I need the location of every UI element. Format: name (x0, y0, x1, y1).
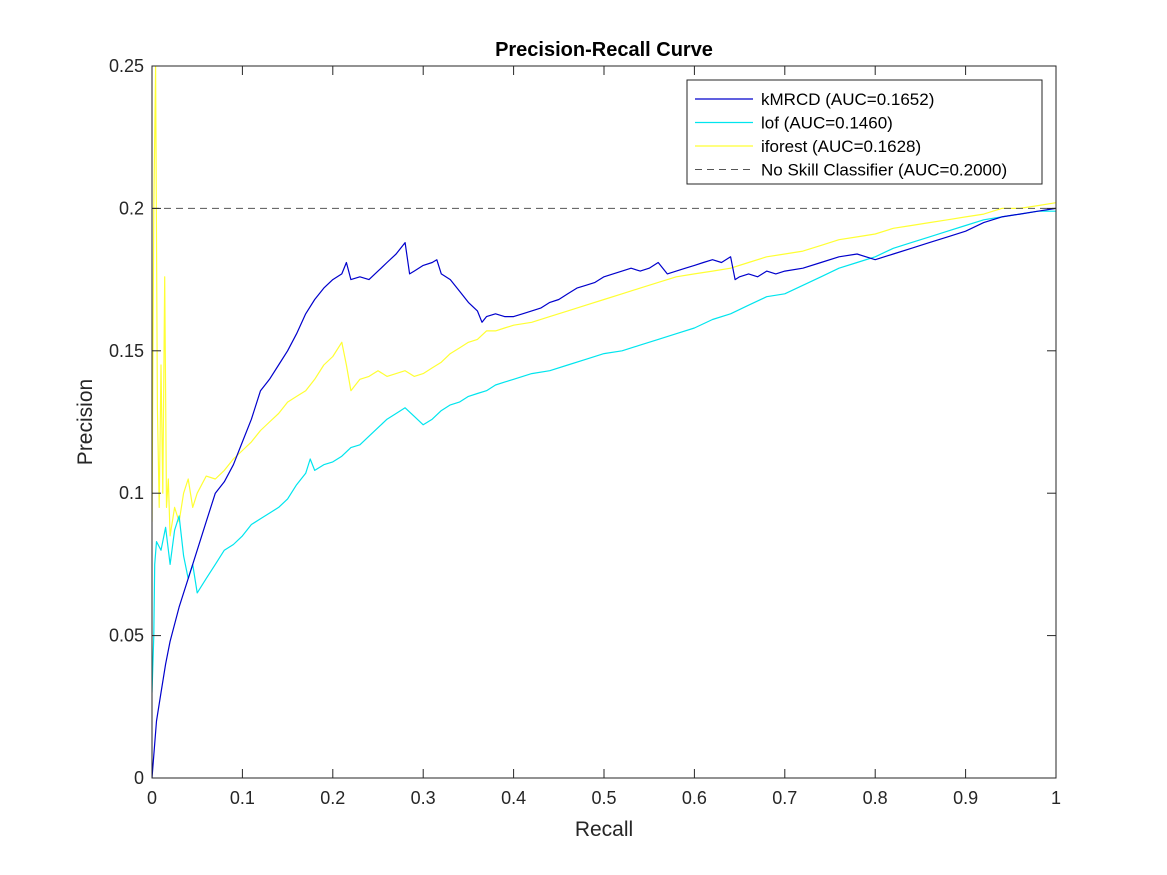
y-tick-label: 0.1 (119, 483, 144, 503)
legend-entry-label: No Skill Classifier (AUC=0.2000) (761, 161, 1007, 180)
y-tick-label: 0.15 (109, 341, 144, 361)
x-axis: 0 0.1 0.2 0.3 0.4 0.5 0.6 0.7 0.8 0.9 1 (147, 66, 1061, 808)
legend: kMRCD (AUC=0.1652) lof (AUC=0.1460) ifores… (686, 79, 1043, 185)
y-tick-label: 0.25 (109, 56, 144, 76)
y-axis-title: Precision (74, 379, 97, 465)
legend-entry-label: lof (AUC=0.1460) (761, 114, 893, 133)
legend-entry-label: kMRCD (AUC=0.1652) (761, 90, 934, 109)
series-line-2 (152, 66, 1056, 537)
x-tick-label: 0.4 (501, 788, 526, 808)
y-tick-label: 0 (134, 768, 144, 788)
legend-entry-label: iforest (AUC=0.1628) (761, 137, 921, 156)
x-tick-label: 0.2 (320, 788, 345, 808)
series-line-0 (152, 207, 1056, 778)
legend-box (686, 79, 1043, 185)
y-tick-label: 0.2 (119, 198, 144, 218)
x-axis-title: Recall (575, 818, 633, 841)
x-tick-label: 0.8 (863, 788, 888, 808)
x-tick-label: 0.7 (772, 788, 797, 808)
x-tick-label: 0.1 (230, 788, 255, 808)
chart-title: Precision-Recall Curve (495, 39, 713, 61)
x-tick-label: 0.5 (591, 788, 616, 808)
plot-area (151, 65, 1057, 779)
y-tick-label: 0.05 (109, 626, 144, 646)
x-tick-label: 0.3 (411, 788, 436, 808)
x-tick-label: 1 (1051, 788, 1061, 808)
series-layer (152, 66, 1056, 778)
series-line-1 (152, 210, 1056, 693)
y-axis: 0 0.05 0.1 0.15 0.2 0.25 (109, 56, 1056, 788)
x-tick-label: 0.6 (682, 788, 707, 808)
x-tick-label: 0.9 (953, 788, 978, 808)
x-tick-label: 0 (147, 788, 157, 808)
